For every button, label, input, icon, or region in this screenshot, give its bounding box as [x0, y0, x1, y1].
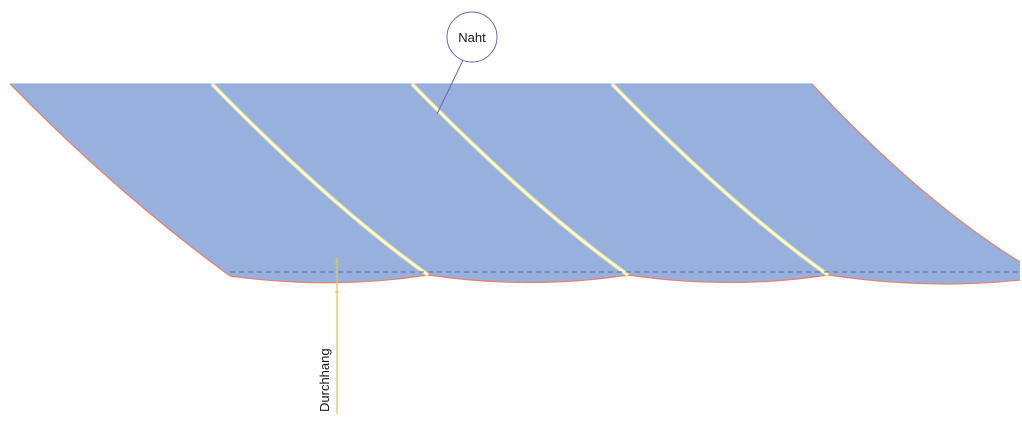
right-edge-line: [811, 83, 1021, 263]
seam-label: Naht: [458, 30, 486, 45]
seam-line-3: [611, 83, 829, 276]
seam-callout: Naht: [436, 11, 498, 115]
fabric-panel-4: [612, 84, 1020, 284]
seam-line-1: [211, 83, 429, 276]
seams: [210, 82, 830, 277]
fabric-panel-3: [412, 84, 828, 283]
sag-marker: [335, 258, 339, 414]
fabric-panel-1: [10, 84, 428, 283]
fabric-panels: [10, 84, 1020, 284]
callout-leader-line: [436, 57, 465, 115]
seam-line-2: [411, 83, 629, 276]
fabric-panel-2: [212, 84, 628, 283]
callout-circle: [446, 11, 498, 63]
sag-label: Durchhang: [317, 348, 332, 412]
left-edge-line: [9, 83, 231, 277]
